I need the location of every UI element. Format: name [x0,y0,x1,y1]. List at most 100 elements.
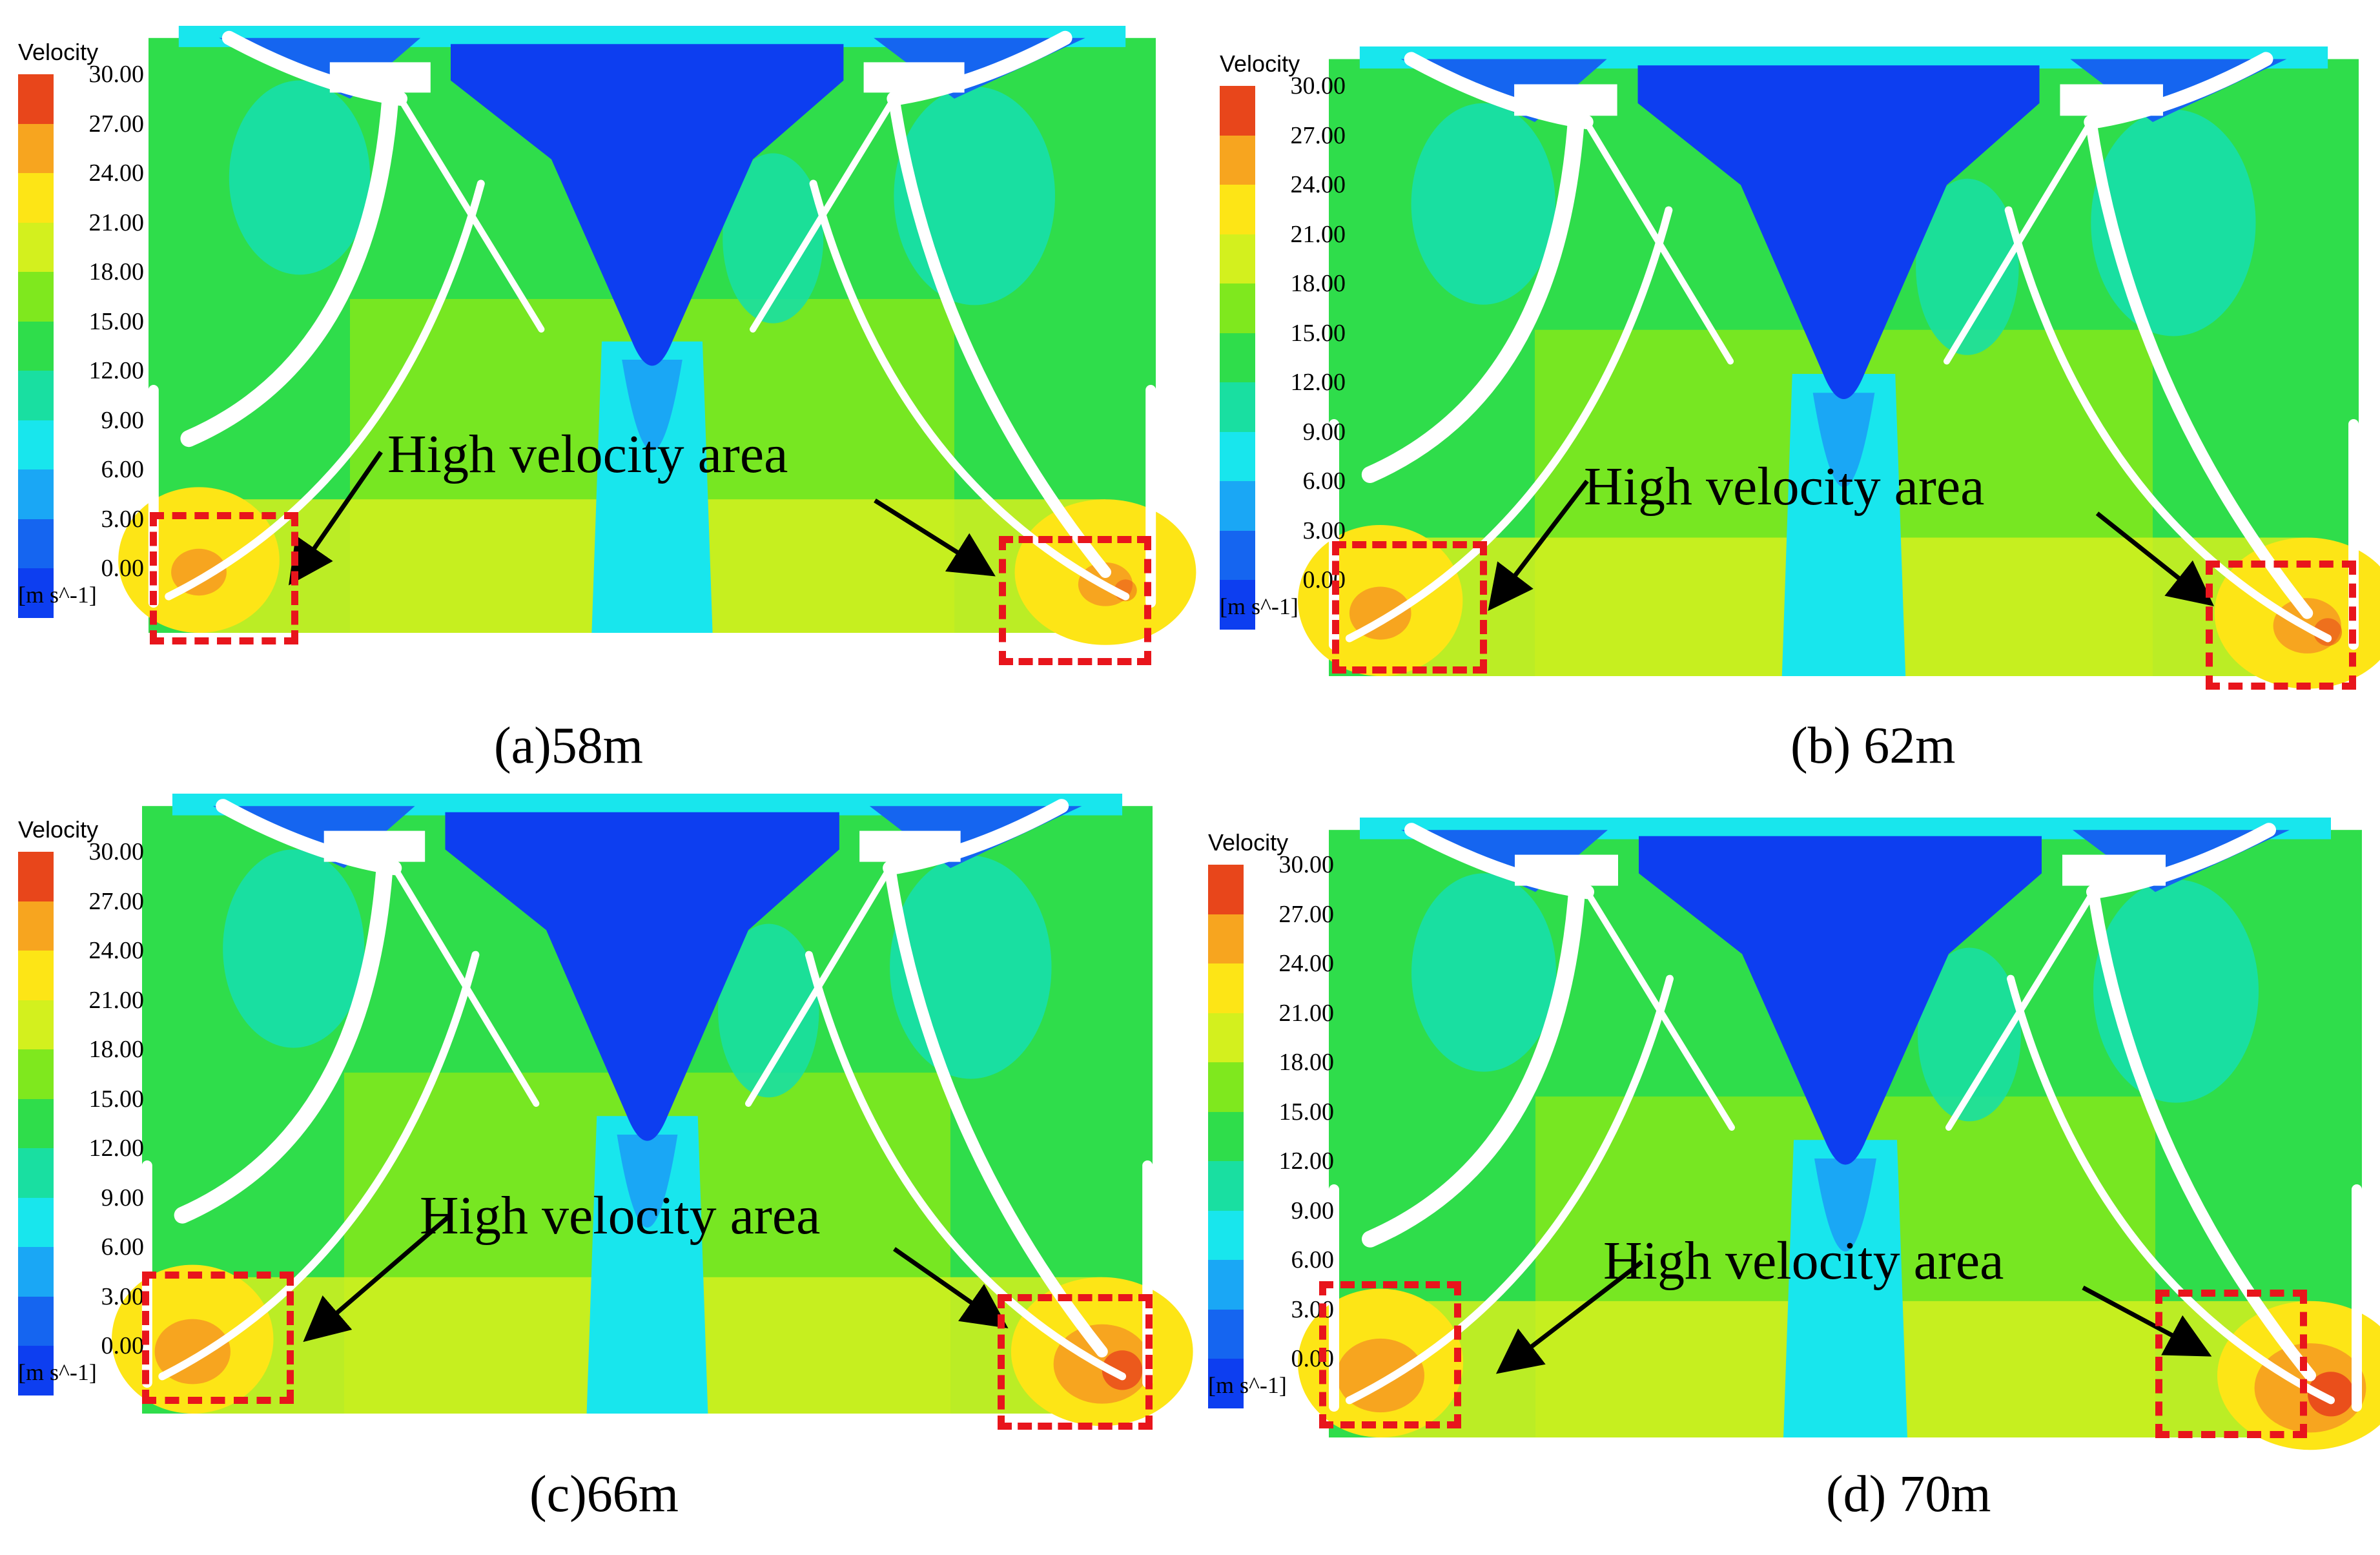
arrow-right [2095,511,2214,606]
guide-vane [1346,974,1674,1405]
legend-swatch [18,1197,54,1247]
guide-vane [216,799,402,876]
guide-vane [2004,206,2332,643]
panel-caption: (a)58m [494,717,644,774]
legend-swatch [1208,1062,1244,1112]
legend-title: Velocity [18,816,99,843]
legend-tick: 15.00 [88,307,145,335]
legend-tick: 18.00 [1278,1049,1335,1076]
legend-tick: 15.00 [1278,1098,1335,1126]
legend-swatch [18,272,54,322]
legend-tick: 6.00 [101,456,145,483]
legend-swatch [18,568,54,618]
legend-swatch [1208,1161,1244,1211]
guide-vane [2007,974,2335,1405]
legend-swatch [1220,431,1255,481]
legend-swatch [18,222,54,272]
arrow-left [303,1215,451,1343]
guide-vane [1404,52,1594,129]
legend-swatch [1220,333,1255,382]
guide-vane [2085,116,2313,619]
legend-tick: 12.00 [88,1135,145,1162]
legend-tick: 9.00 [101,406,145,434]
legend-swatch [1208,1111,1244,1161]
panel-caption: (b) 62m [1790,717,1956,774]
legend-swatch [1220,135,1255,185]
guide-vane [158,951,480,1381]
legend-tick: 0.00 [1302,566,1346,593]
legend-swatch [1208,1309,1244,1359]
legend-swatch [1208,963,1244,1013]
legend-tick: 0.00 [1291,1345,1335,1372]
annotation-label: High velocity area [420,1186,821,1246]
legend-tick: 0.00 [101,1332,145,1359]
velocity-contour-plot [1298,46,2380,689]
guide-vane [809,180,1130,601]
legend-swatch [18,420,54,469]
highlight-box-left [1319,1281,1461,1428]
legend-tick: 6.00 [1302,468,1346,495]
legend-tick: 3.00 [1291,1295,1335,1323]
guide-vane [221,30,407,106]
legend-units: [m s^-1] [18,582,97,608]
guide-vane [887,30,1072,106]
legend-swatch [1220,580,1255,630]
highlight-box-left [150,512,298,644]
annotation-label: High velocity area [1584,457,1985,517]
guide-vane [884,862,1108,1357]
legend-tick: 18.00 [88,258,145,285]
legend-swatch [18,1148,54,1198]
annotation-label: High velocity area [1603,1231,2004,1291]
guide-vane [1345,206,1673,643]
legend-swatch [1208,1013,1244,1062]
legend-tick: 30.00 [88,61,145,88]
panel-caption: (c)66m [529,1466,679,1523]
legend-tick: 21.00 [88,986,145,1014]
legend-tick: 21.00 [1278,999,1335,1027]
legend-swatch [18,951,54,1000]
arrow-left [1495,1260,1644,1374]
highlight-box-right [999,536,1151,665]
legend-tick: 30.00 [88,838,145,865]
guide-vane [2084,52,2273,129]
guide-vane [1362,883,1585,1248]
legend-tick: 9.00 [1291,1197,1335,1224]
legend-swatch [18,469,54,519]
legend-tick: 6.00 [1291,1246,1335,1273]
highlight-box-right [2155,1290,2307,1438]
velocity-contour-plot [118,26,1196,645]
panel-c: Velocity 30.00 27.00 24.00 21.00 18.00 15.00 12… [0,778,1193,1555]
legend-title: Velocity [1208,829,1289,856]
guide-vane [888,92,1111,578]
highlight-box-left [1332,541,1487,674]
legend-title: Velocity [1220,50,1300,77]
legend-swatch [18,1049,54,1099]
legend-tick: 9.00 [1302,418,1346,446]
arrow-right [874,499,996,577]
highlight-box-right [998,1294,1153,1430]
legend-swatch [18,123,54,173]
legend-tick: 24.00 [88,160,145,187]
legend-swatch [1220,234,1255,283]
legend-units: [m s^-1] [18,1359,97,1385]
legend-swatch [18,1000,54,1049]
guide-vane [2086,823,2276,900]
arrow-left [1488,479,1589,612]
legend-swatch [18,1247,54,1297]
guide-vane [2088,886,2316,1381]
arrow-right [2082,1285,2212,1357]
arrow-right [892,1247,1009,1329]
legend-tick: 27.00 [1290,121,1346,149]
annotation-label: High velocity area [387,424,788,484]
legend-swatch [1220,86,1255,136]
legend-tick: 3.00 [1302,517,1346,544]
panel-a: Velocity 30.00 27.00 24.00 21.00 18.00 15.00 12… [0,0,1196,778]
arrow-left [289,451,383,586]
legend-swatch [18,173,54,223]
legend-units: [m s^-1] [1208,1372,1287,1398]
legend-tick: 15.00 [1290,319,1346,347]
legend-swatch [1220,382,1255,432]
legend-swatch [18,852,54,901]
legend-swatch [18,1296,54,1346]
legend-tick: 18.00 [1290,270,1346,297]
